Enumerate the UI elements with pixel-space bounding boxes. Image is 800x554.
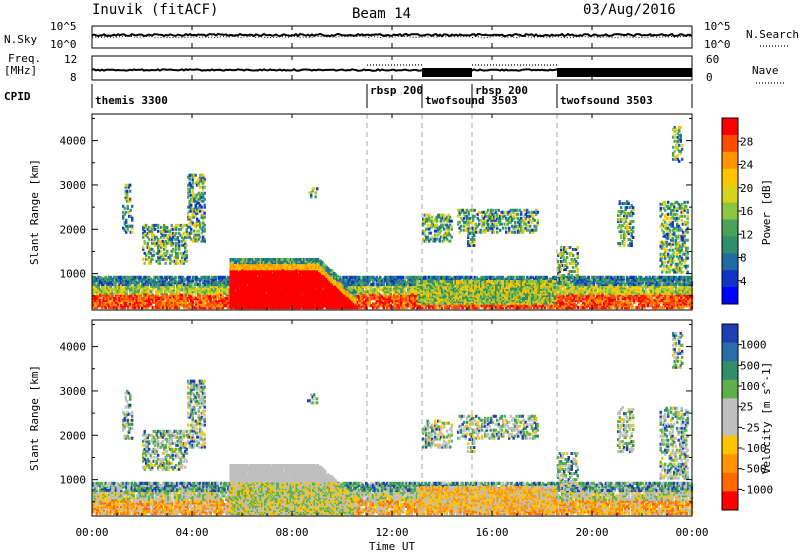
colorbar-tick-label: -100 bbox=[740, 442, 767, 455]
x-tick-label: 04:00 bbox=[175, 526, 208, 539]
colorbar-tick-label: 28 bbox=[740, 135, 753, 148]
cpid-label: CPID bbox=[4, 90, 31, 103]
x-tick-label: 00:00 bbox=[75, 526, 108, 539]
colorbar-tick-label: 500 bbox=[740, 359, 760, 372]
y-tick-label: 2000 bbox=[60, 223, 87, 236]
velocity-panel: 1000 2000 3000 4000 Slant Range [km] 1000 50… bbox=[28, 319, 773, 517]
nave-label: Nave bbox=[752, 64, 779, 77]
freq-tick-high: 12 bbox=[64, 53, 77, 66]
colorbar-tick-label: 24 bbox=[740, 159, 754, 172]
velocity-colorbar: 1000 500 100 25 -25 -100 -500 -1000 bbox=[721, 323, 773, 511]
cpid-segment-label: themis 3300 bbox=[95, 94, 168, 107]
x-tick-label: 20:00 bbox=[575, 526, 608, 539]
noise-sky-line bbox=[91, 32, 693, 38]
colorbar-tick-label: 25 bbox=[740, 401, 753, 414]
colorbar-tick-label: 4 bbox=[740, 275, 747, 288]
cpid-segment-label: rbsp 200 bbox=[475, 84, 528, 97]
nave-bars bbox=[367, 64, 692, 77]
colorbar-tick-label: 20 bbox=[740, 182, 753, 195]
y-tick-label: 3000 bbox=[60, 179, 87, 192]
x-tick-label: 00:00 bbox=[675, 526, 708, 539]
noise-search-line bbox=[91, 35, 693, 39]
y-tick-label: 1000 bbox=[60, 474, 87, 487]
y-tick-label: 1000 bbox=[60, 268, 87, 281]
cpid-segment-label: rbsp 200 bbox=[370, 84, 423, 97]
power-ylabel: Slant Range [km] bbox=[28, 159, 41, 265]
freq-panel: Freq. [MHz] 12 8 60 0 Nave bbox=[4, 52, 784, 84]
noise-tick-left-high: 10^5 bbox=[50, 20, 77, 33]
colorbar-tick-label: -1000 bbox=[740, 483, 773, 496]
date-title: 03/Aug/2016 bbox=[583, 2, 676, 18]
colorbar-tick-label: -25 bbox=[740, 421, 760, 434]
colorbar-tick-label: 8 bbox=[740, 252, 747, 265]
x-axis: 00:00 04:00 08:00 12:00 16:00 20:00 00:00 bbox=[75, 26, 709, 539]
y-tick-label: 3000 bbox=[60, 385, 87, 398]
power-colorbar: 28 24 20 16 12 8 4 bbox=[721, 117, 754, 305]
cpid-segment-label: twofsound 3503 bbox=[560, 94, 653, 107]
noise-tick-right-high: 10^5 bbox=[704, 20, 731, 33]
colorbar-tick-label: 1000 bbox=[740, 339, 767, 352]
noise-tick-right-low: 10^0 bbox=[704, 38, 731, 51]
noise-panel: N.Sky 10^5 10^0 10^5 10^0 N.Search bbox=[4, 20, 799, 51]
colorbar-tick-label: -500 bbox=[740, 463, 767, 476]
nave-tick-high: 60 bbox=[706, 53, 719, 66]
station-title: Inuvik (fitACF) bbox=[92, 2, 218, 18]
nsearch-label: N.Search bbox=[746, 28, 799, 41]
y-tick-label: 4000 bbox=[60, 135, 87, 148]
x-axis-label: Time UT bbox=[369, 540, 416, 553]
nsky-label: N.Sky bbox=[4, 33, 37, 46]
velocity-ylabel: Slant Range [km] bbox=[28, 365, 41, 471]
y-tick-label: 4000 bbox=[60, 341, 87, 354]
y-tick-label: 2000 bbox=[60, 429, 87, 442]
cpid-segment-label: twofsound 3503 bbox=[425, 94, 518, 107]
colorbar-tick-label: 12 bbox=[740, 228, 753, 241]
power-panel: 1000 2000 3000 4000 Slant Range [km] 28 24 20… bbox=[28, 113, 773, 311]
x-tick-label: 16:00 bbox=[475, 526, 508, 539]
noise-tick-left-low: 10^0 bbox=[50, 38, 77, 51]
freq-label: Freq. bbox=[8, 52, 41, 65]
power-colorbar-label: Power [dB] bbox=[760, 179, 773, 245]
nave-tick-low: 0 bbox=[706, 71, 713, 84]
freq-tick-low: 8 bbox=[70, 71, 77, 84]
velocity-colorbar-label: Velocity [m s^-1] bbox=[760, 362, 773, 475]
freq-unit-label: [MHz] bbox=[4, 64, 37, 77]
beam-title: Beam 14 bbox=[352, 6, 411, 22]
x-tick-label: 08:00 bbox=[275, 526, 308, 539]
x-tick-label: 12:00 bbox=[375, 526, 408, 539]
colorbar-tick-label: 100 bbox=[740, 380, 760, 393]
colorbar-tick-label: 16 bbox=[740, 205, 753, 218]
